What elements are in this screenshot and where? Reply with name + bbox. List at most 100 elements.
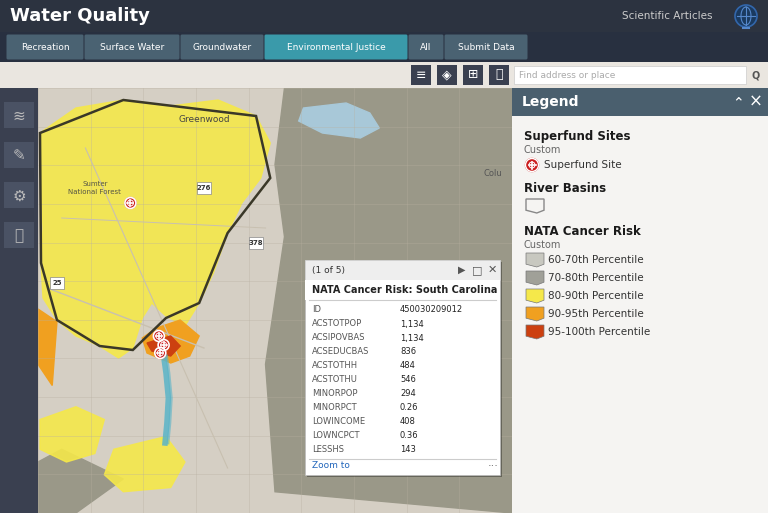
- Bar: [4, 102, 34, 128]
- Text: ▶: ▶: [458, 265, 465, 275]
- Text: Zoom to: Zoom to: [312, 462, 350, 470]
- Polygon shape: [40, 100, 270, 358]
- Polygon shape: [526, 325, 544, 339]
- Text: ⊞: ⊞: [468, 69, 478, 82]
- Text: ACSEDUCBAS: ACSEDUCBAS: [312, 347, 369, 357]
- Text: MINORPCT: MINORPCT: [312, 404, 356, 412]
- Bar: [38, 88, 512, 513]
- Text: ACSTOTPOP: ACSTOTPOP: [312, 320, 362, 328]
- Text: ACSTOTHU: ACSTOTHU: [312, 376, 358, 385]
- Bar: [50, 277, 64, 289]
- Text: 90-95th Percentile: 90-95th Percentile: [548, 309, 644, 319]
- Bar: [463, 65, 483, 85]
- Text: Legend: Legend: [522, 95, 580, 109]
- Circle shape: [125, 198, 136, 208]
- Text: ✕: ✕: [488, 265, 498, 275]
- Circle shape: [735, 5, 757, 27]
- Text: Custom: Custom: [524, 240, 561, 250]
- FancyBboxPatch shape: [445, 34, 528, 60]
- Text: Recreation: Recreation: [21, 43, 69, 51]
- Bar: [411, 65, 431, 85]
- Circle shape: [525, 159, 538, 171]
- Text: 836: 836: [400, 347, 416, 357]
- Bar: [4, 222, 34, 248]
- Circle shape: [158, 340, 169, 350]
- Polygon shape: [526, 253, 544, 267]
- FancyBboxPatch shape: [84, 34, 180, 60]
- Text: 546: 546: [400, 376, 416, 385]
- Polygon shape: [526, 289, 544, 303]
- Text: 143: 143: [400, 445, 416, 455]
- Text: ×: ×: [749, 93, 763, 111]
- Text: 25: 25: [52, 280, 61, 286]
- Text: ⚙: ⚙: [12, 188, 26, 204]
- Text: Sumter
National Forest: Sumter National Forest: [68, 181, 121, 195]
- Text: MINORPOP: MINORPOP: [312, 389, 357, 399]
- Text: ✎: ✎: [12, 148, 25, 164]
- Text: NATA Cancer Risk: NATA Cancer Risk: [524, 225, 641, 238]
- Polygon shape: [142, 320, 199, 363]
- Polygon shape: [38, 449, 124, 513]
- Text: River Basins: River Basins: [524, 182, 606, 195]
- Text: 70-80th Percentile: 70-80th Percentile: [548, 273, 644, 283]
- FancyBboxPatch shape: [409, 34, 443, 60]
- Text: Custom: Custom: [524, 145, 561, 155]
- Bar: [489, 65, 509, 85]
- Polygon shape: [38, 309, 57, 385]
- Bar: [4, 142, 34, 168]
- Text: 1,134: 1,134: [400, 333, 424, 343]
- Text: ⓘ: ⓘ: [495, 69, 503, 82]
- Text: 484: 484: [400, 362, 416, 370]
- Bar: [0, 62, 768, 88]
- Text: Surface Water: Surface Water: [100, 43, 164, 51]
- FancyBboxPatch shape: [264, 34, 408, 60]
- Text: All: All: [420, 43, 432, 51]
- Text: Greenwood: Greenwood: [178, 115, 230, 125]
- Text: ID: ID: [312, 306, 321, 314]
- Text: ACSTOTHH: ACSTOTHH: [312, 362, 358, 370]
- Text: LOWINCOME: LOWINCOME: [312, 418, 365, 426]
- Circle shape: [155, 347, 166, 359]
- Text: ≋: ≋: [12, 109, 25, 124]
- Text: 1,134: 1,134: [400, 320, 424, 328]
- Text: ⎙: ⎙: [15, 228, 24, 244]
- Text: Groundwater: Groundwater: [193, 43, 252, 51]
- Bar: [437, 65, 457, 85]
- Text: Water Quality: Water Quality: [10, 7, 150, 25]
- Text: □: □: [472, 265, 482, 275]
- Text: LESSHS: LESSHS: [312, 445, 344, 455]
- Text: LOWNCPCT: LOWNCPCT: [312, 431, 359, 441]
- Bar: [305, 260, 500, 280]
- Bar: [197, 182, 211, 194]
- Text: 450030209012: 450030209012: [400, 306, 463, 314]
- Text: (1 of 5): (1 of 5): [312, 266, 345, 274]
- Bar: [512, 88, 768, 513]
- Text: 95-100th Percentile: 95-100th Percentile: [548, 327, 650, 337]
- Text: ≡: ≡: [415, 69, 426, 82]
- Text: NATA Cancer Risk: South Carolina: NATA Cancer Risk: South Carolina: [312, 285, 498, 295]
- Text: ACSIPOVBAS: ACSIPOVBAS: [312, 333, 366, 343]
- Bar: [249, 237, 263, 249]
- Bar: [512, 88, 768, 116]
- Polygon shape: [526, 307, 544, 321]
- Bar: [0, 0, 768, 32]
- Text: 80-90th Percentile: 80-90th Percentile: [548, 291, 644, 301]
- Bar: [514, 66, 746, 84]
- Text: Submit Data: Submit Data: [458, 43, 515, 51]
- Polygon shape: [526, 271, 544, 285]
- Text: Superfund Sites: Superfund Sites: [524, 130, 631, 143]
- Polygon shape: [299, 103, 379, 138]
- Text: Find address or place: Find address or place: [519, 70, 615, 80]
- Polygon shape: [266, 88, 512, 513]
- Bar: [4, 182, 34, 208]
- Text: Colu: Colu: [483, 168, 502, 177]
- Bar: [0, 88, 38, 513]
- Polygon shape: [40, 407, 104, 462]
- Text: 408: 408: [400, 418, 416, 426]
- Text: 276: 276: [197, 185, 211, 191]
- Text: ◈: ◈: [442, 69, 452, 82]
- Bar: [307, 262, 502, 477]
- Text: Scientific Articles: Scientific Articles: [623, 11, 713, 21]
- Text: 378: 378: [249, 240, 263, 246]
- Text: ⌃: ⌃: [732, 95, 744, 109]
